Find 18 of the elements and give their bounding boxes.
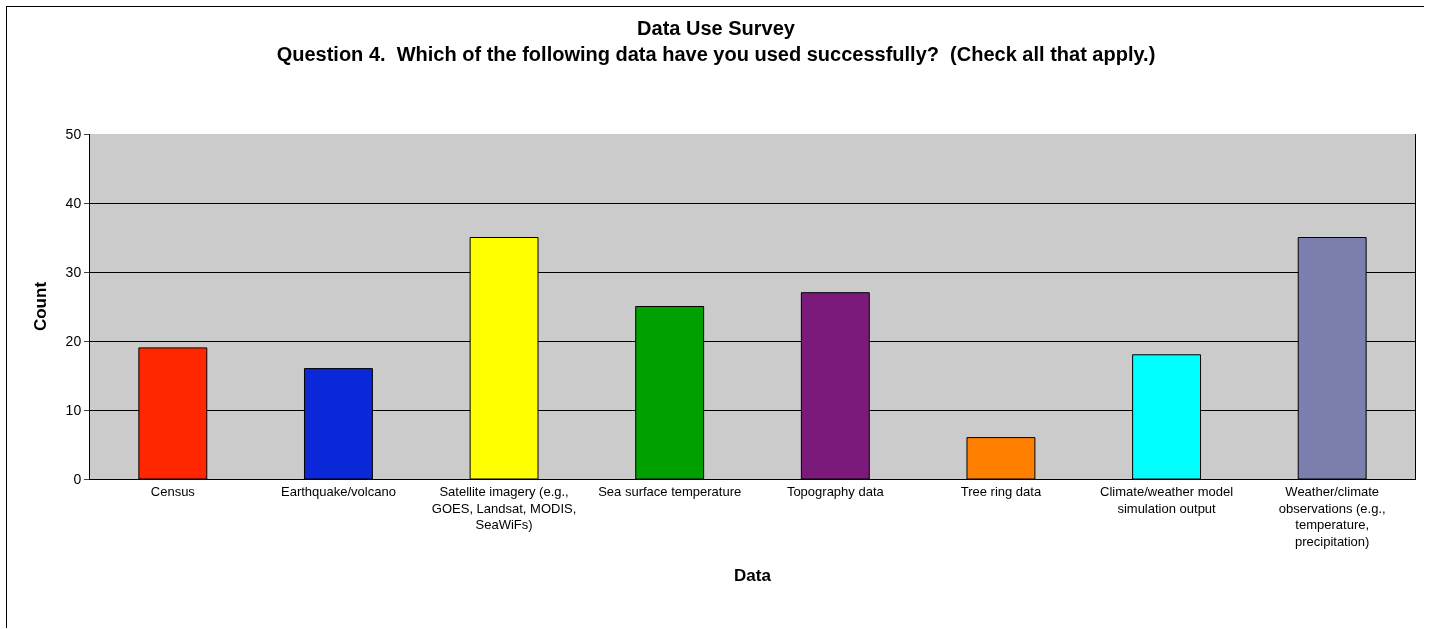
x-tick-label: Topography data [786, 483, 885, 499]
x-tick-label: Climate/weather model simulation output [1100, 483, 1234, 516]
y-tick-label: 50 [65, 125, 82, 142]
x-tick-label: Satellite imagery (e.g., GOES, Landsat, MODIS, SeaWiFs) [431, 483, 577, 533]
chart-subtitle: Question 4. Which of the following data have you used successfully? (Check all that apply.) [276, 42, 1156, 65]
x-axis-title: Data [734, 565, 772, 585]
y-tick-label: 20 [65, 332, 82, 349]
chart-title: Data Use Survey [637, 16, 796, 39]
y-tick-label: 40 [65, 194, 82, 211]
x-tick-label: Census [150, 483, 196, 499]
x-tick-label: Sea surface temperature [598, 483, 742, 499]
y-axis-title: Count [31, 281, 51, 332]
x-tick-label: Tree ring data [960, 483, 1042, 499]
y-tick-label: 30 [65, 263, 82, 280]
x-tick-label: Earthquake/volcano [280, 483, 396, 499]
y-tick-label: 10 [65, 401, 82, 418]
y-tick-label: 0 [73, 470, 82, 487]
x-tick-label: Weather/climate observations (e.g., temperature, precipitation) [1278, 483, 1386, 550]
